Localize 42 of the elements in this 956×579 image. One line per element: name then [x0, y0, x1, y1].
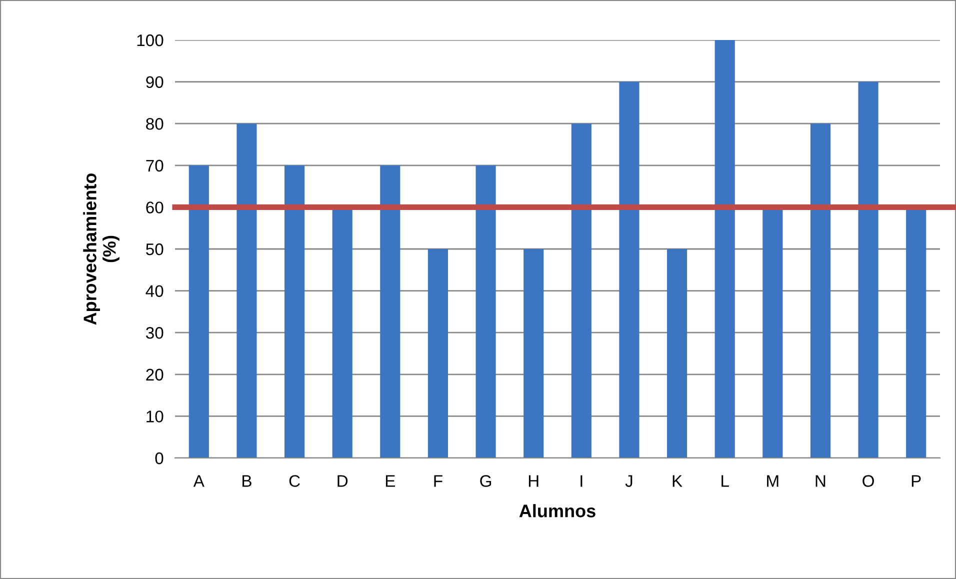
y-tick-label: 90 — [146, 76, 164, 88]
x-tick-label: J — [625, 475, 632, 487]
y-tick-label: 70 — [146, 160, 164, 172]
x-tick-label: G — [480, 475, 492, 487]
x-tick-label: I — [580, 475, 582, 487]
bar — [428, 249, 448, 458]
x-tick-label: A — [193, 475, 204, 487]
bar — [524, 249, 544, 458]
y-tick-label: 30 — [146, 327, 164, 339]
x-tick-label: F — [434, 475, 442, 487]
y-tick-label: 100 — [137, 34, 164, 46]
y-axis-title: Aprovechamiento (%) — [83, 173, 120, 325]
x-tick-label: D — [338, 475, 348, 487]
y-tick-label: 60 — [146, 202, 164, 214]
y-tick-label: 10 — [146, 410, 164, 422]
bar — [571, 124, 592, 458]
x-tick-label: N — [816, 475, 826, 487]
bar — [666, 249, 688, 458]
x-tick-label: M — [767, 475, 778, 487]
bar — [284, 165, 305, 458]
bar — [236, 124, 257, 458]
x-tick-label: E — [386, 475, 395, 487]
x-tick-label: B — [242, 475, 252, 487]
bar — [619, 82, 640, 458]
y-tick-label: 50 — [146, 243, 164, 256]
x-tick-label: C — [289, 475, 300, 487]
bar — [188, 165, 209, 458]
x-axis-title: Alumnos — [519, 504, 596, 518]
x-tick-label: H — [528, 475, 538, 487]
y-tick-label: 80 — [146, 118, 164, 130]
bar — [858, 82, 878, 458]
x-tick-label: L — [722, 475, 729, 487]
bar — [380, 165, 400, 458]
x-tick-label: K — [672, 475, 682, 487]
y-tick-label: 40 — [146, 285, 164, 298]
bar — [714, 40, 735, 458]
x-tick-label: P — [912, 475, 921, 487]
bar — [810, 124, 831, 458]
y-tick-label: 20 — [146, 368, 164, 381]
bar — [476, 165, 496, 458]
x-tick-label: O — [862, 475, 874, 487]
y-tick-label: 0 — [155, 452, 164, 464]
